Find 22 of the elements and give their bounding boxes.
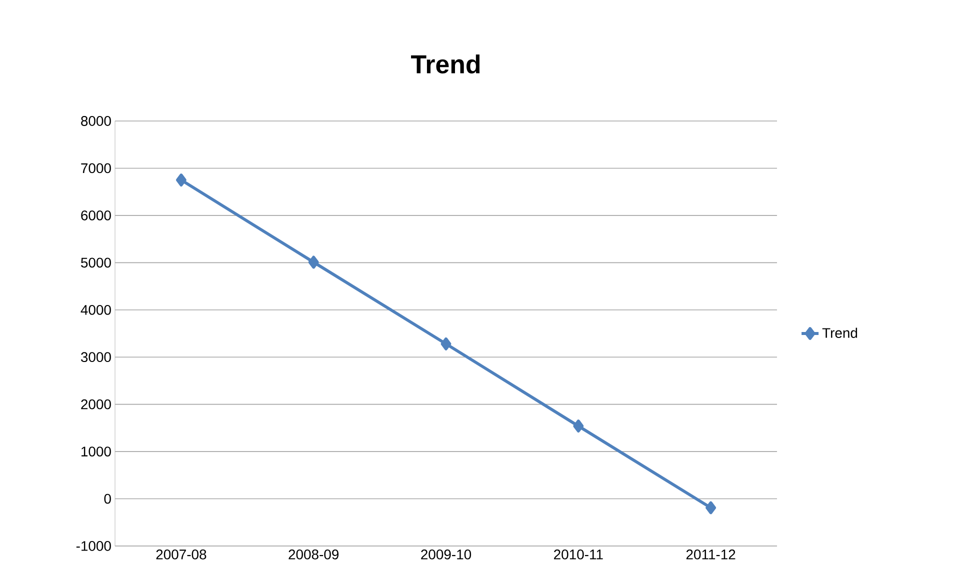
point: [308, 256, 319, 269]
point: [573, 420, 584, 433]
x-tick-label: 2011-12: [686, 550, 736, 560]
x-tick-label: 2007-08: [156, 550, 206, 560]
y-tick-label: 0: [104, 494, 111, 504]
y-tick-label: 7000: [81, 163, 111, 174]
y-tick-label: 8000: [81, 116, 111, 126]
y-tick-label: 2000: [81, 399, 111, 410]
x-tick-label: 2009-10: [421, 550, 472, 560]
point: [440, 337, 452, 350]
y-tick-label: 5000: [81, 258, 111, 268]
y-tick-label: -1000: [76, 541, 111, 551]
y-tick-label: 3000: [80, 352, 111, 362]
y-tick-label: 4000: [80, 304, 111, 315]
point: [706, 501, 716, 514]
chart-title: Trend: [411, 54, 480, 74]
x-tick-label: 2008-09: [288, 550, 339, 560]
x-tick-label: 2010-11: [554, 550, 603, 560]
legend-label: Trend: [822, 328, 858, 338]
y-tick-label: 1000: [82, 446, 111, 456]
point: [176, 174, 186, 187]
y-tick-label: 6000: [81, 210, 111, 220]
